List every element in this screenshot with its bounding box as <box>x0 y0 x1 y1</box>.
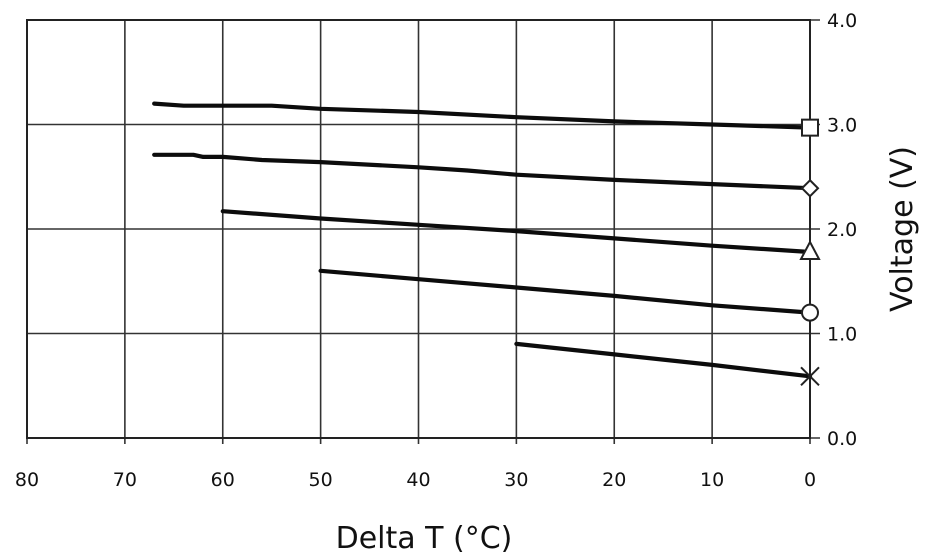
series-line-cross <box>514 341 813 379</box>
y-tick-label: 3.0 <box>827 115 857 137</box>
x-tick-label: 70 <box>113 469 137 491</box>
x-axis-title: Delta T (°C) <box>336 521 513 556</box>
tick-layer: 80 70 60 50 40 30 20 10 0 0.0 1.0 2.0 3.0 4.0 <box>15 10 857 491</box>
marker-cross <box>800 366 820 387</box>
x-tick-label: 50 <box>309 469 333 491</box>
y-axis-title: Voltage (V) <box>885 146 920 312</box>
grid-layer <box>26 19 820 444</box>
marker-triangle <box>799 239 821 260</box>
marker-diamond <box>800 178 820 198</box>
x-tick-label: 20 <box>602 469 626 491</box>
y-tick-label: 4.0 <box>827 10 857 32</box>
x-tick-label: 60 <box>211 469 235 491</box>
marker-layer <box>799 118 821 387</box>
x-tick-label: 10 <box>700 469 724 491</box>
series-line-circle <box>318 268 813 315</box>
x-tick-label: 0 <box>804 469 816 491</box>
marker-cross-stroke <box>800 366 820 387</box>
x-tick-label: 30 <box>504 469 528 491</box>
series-line-square <box>152 101 813 130</box>
y-tick-label: 2.0 <box>827 219 857 241</box>
x-tick-label: 40 <box>406 469 430 491</box>
y-tick-label: 1.0 <box>827 324 857 346</box>
marker-circle <box>801 303 819 322</box>
series-line-triangle <box>220 209 813 255</box>
y-tick-label: 0.0 <box>827 428 857 450</box>
plot-frame <box>26 19 811 439</box>
series-line-diamond <box>152 152 813 191</box>
marker-square <box>801 118 819 137</box>
series-layer <box>152 101 813 379</box>
x-tick-label: 80 <box>15 469 39 491</box>
